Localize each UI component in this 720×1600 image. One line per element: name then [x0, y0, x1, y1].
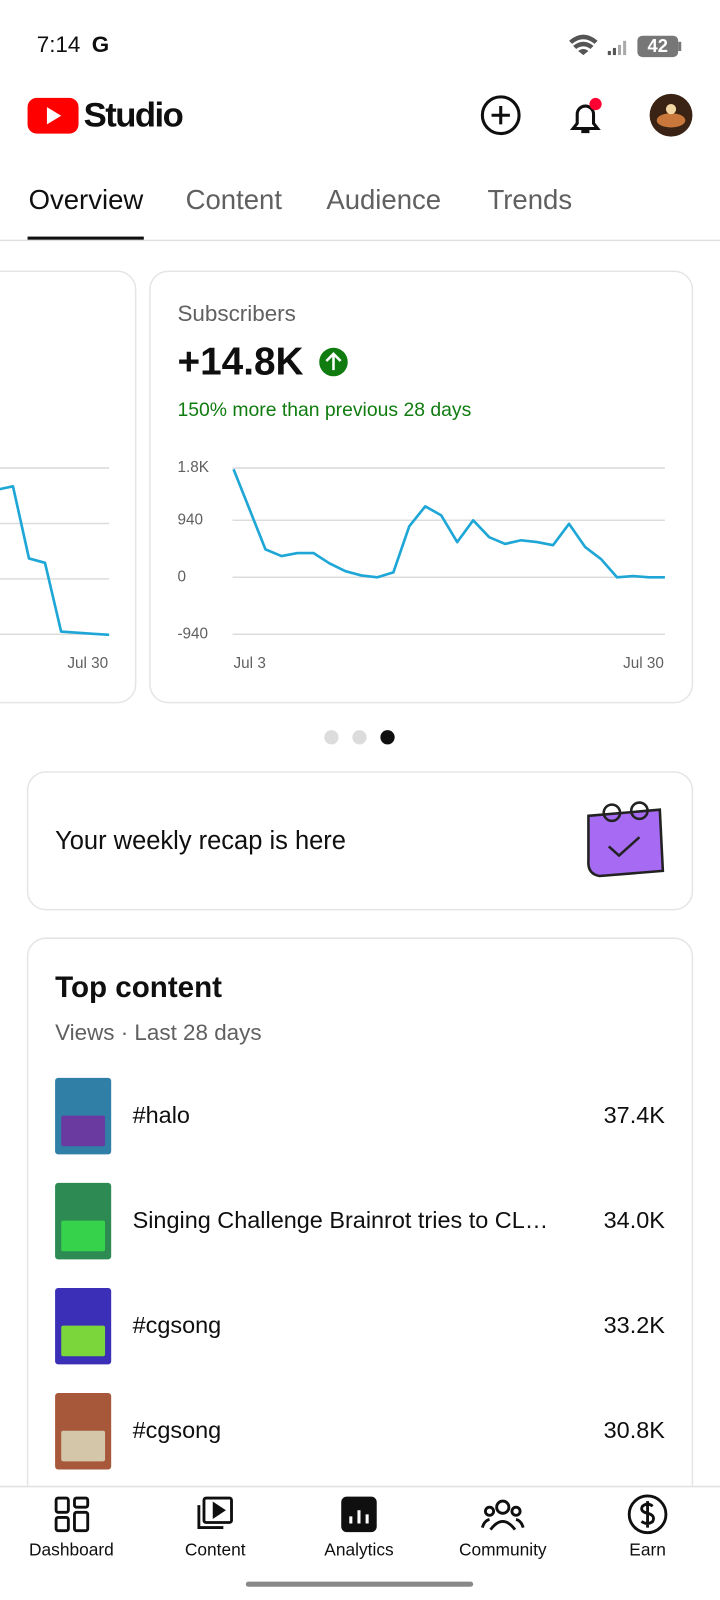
- tab-bar: Overview Content Audience Trends: [29, 184, 573, 215]
- pager-dot[interactable]: [324, 730, 339, 745]
- nav-label[interactable]: Dashboard: [29, 1540, 114, 1560]
- section-title: Top content: [55, 971, 222, 1004]
- tab[interactable]: Trends: [487, 184, 572, 215]
- chart-card[interactable]: [149, 270, 694, 704]
- content-row[interactable]: #cgsong 33.2K: [55, 1287, 666, 1365]
- recap-icon: [587, 801, 665, 878]
- x-tick-label: Jul 30: [67, 655, 108, 672]
- analytics-icon-bars: [349, 1510, 369, 1524]
- logo[interactable]: [27, 97, 79, 134]
- x-tick-label: Jul 30: [623, 655, 664, 672]
- nav-label[interactable]: Content: [185, 1540, 246, 1560]
- thumbnail-detail: [61, 1115, 106, 1147]
- thumbnail-detail: [61, 1325, 106, 1357]
- active-tab-indicator: [27, 236, 144, 241]
- content-title: #cgsong: [133, 1312, 222, 1338]
- pager-dot[interactable]: [352, 730, 367, 745]
- charts: Jul 30 1.8K 940 0 -940 Jul 3 Jul 30: [0, 459, 665, 672]
- tab-divider: [0, 239, 720, 242]
- status-icons: [569, 34, 682, 58]
- content-row[interactable]: #cgsong 30.8K: [55, 1392, 666, 1470]
- nav-label[interactable]: Analytics: [324, 1540, 394, 1560]
- y-tick-label: 1.8K: [177, 459, 209, 476]
- content-row[interactable]: Singing Challenge Brainrot tries to CL… 3…: [55, 1182, 666, 1260]
- content-views: 34.0K: [604, 1207, 666, 1233]
- status-time: 7:14: [37, 32, 81, 57]
- home-indicator: [245, 1581, 474, 1587]
- y-tick-label: -940: [177, 625, 208, 642]
- nav-label[interactable]: Earn: [629, 1540, 666, 1560]
- status-carrier: G: [92, 32, 109, 57]
- metric-change: 150% more than previous 28 days: [177, 399, 471, 421]
- recap-text: Your weekly recap is here: [55, 827, 346, 855]
- pager: [324, 730, 395, 745]
- nav-label[interactable]: Community: [459, 1540, 547, 1560]
- recap-card[interactable]: [26, 771, 694, 911]
- create-button[interactable]: [480, 95, 521, 136]
- content-views: 30.8K: [604, 1417, 666, 1443]
- data-line: [232, 468, 665, 579]
- metric-value: +14.8K: [177, 340, 303, 383]
- thumbnail-detail: [61, 1430, 106, 1462]
- y-tick-label: 940: [177, 511, 203, 528]
- content-list: #halo 37.4K Singing Challenge Brainrot tri…: [55, 1077, 666, 1470]
- data-line: [0, 484, 110, 637]
- up-arrow-icon: [319, 347, 348, 377]
- chart-card[interactable]: [0, 270, 137, 704]
- thumbnail-detail: [61, 1220, 106, 1252]
- metric-title: Subscribers: [177, 301, 295, 326]
- tab[interactable]: Content: [186, 184, 283, 215]
- content-title: #halo: [133, 1102, 190, 1128]
- x-tick-label: Jul 3: [234, 655, 266, 672]
- top-content-card: [26, 937, 694, 1600]
- content-title: #cgsong: [133, 1417, 222, 1443]
- tab[interactable]: Overview: [29, 184, 144, 215]
- pager-dot[interactable]: [380, 730, 395, 745]
- content-title: Singing Challenge Brainrot tries to CL…: [133, 1207, 549, 1233]
- content-views: 33.2K: [604, 1312, 666, 1338]
- nav-divider: [0, 1485, 720, 1488]
- section-subtitle: Views · Last 28 days: [55, 1020, 261, 1045]
- brand: Studio: [84, 96, 183, 134]
- tab[interactable]: Audience: [326, 184, 441, 215]
- y-tick-label: 0: [177, 568, 186, 585]
- content-views: 37.4K: [604, 1102, 666, 1128]
- notifications-button[interactable]: [569, 97, 602, 134]
- nav-labels: Dashboard Content Analytics Community Earn: [29, 1540, 666, 1560]
- battery-level: 42: [648, 35, 668, 56]
- avatar[interactable]: [649, 93, 693, 137]
- content-row[interactable]: #halo 37.4K: [55, 1077, 666, 1155]
